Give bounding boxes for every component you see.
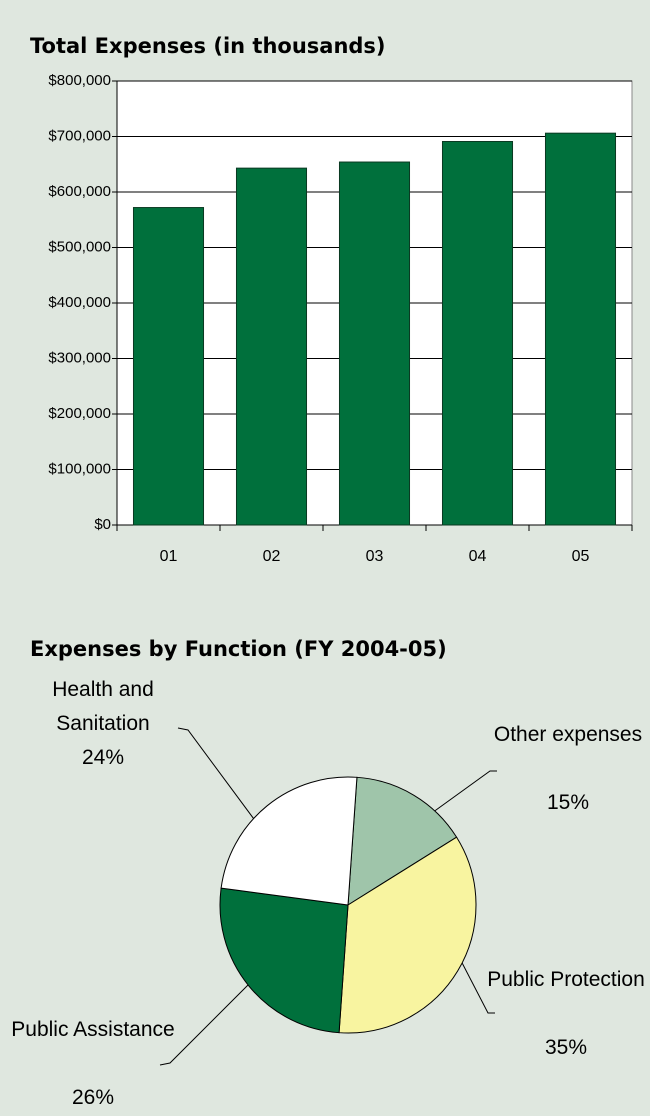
y-tick-label: $600,000 xyxy=(48,183,111,200)
chart-title: Total Expenses (in thousands) xyxy=(30,34,386,58)
slice-value-label: 26% xyxy=(71,1086,115,1109)
bar xyxy=(544,132,617,526)
pie-slice xyxy=(220,776,358,906)
y-tick-label: $800,000 xyxy=(48,72,111,89)
slice-value-label: 24% xyxy=(81,746,125,769)
y-tick-label: $200,000 xyxy=(48,405,111,422)
y-tick-label: $0 xyxy=(94,516,111,533)
bar xyxy=(338,161,411,526)
slice-value-label: 15% xyxy=(546,791,590,814)
bar xyxy=(235,167,308,526)
y-tick-label: $700,000 xyxy=(48,127,111,144)
bar xyxy=(441,140,514,526)
bar xyxy=(132,207,205,526)
pie-slice xyxy=(347,776,458,906)
slice-label: Other expenses xyxy=(493,723,643,746)
y-tick-label: $300,000 xyxy=(48,349,111,366)
y-tick-label: $500,000 xyxy=(48,238,111,255)
leaders xyxy=(159,727,497,1066)
x-tick-label: 01 xyxy=(160,548,178,565)
y-tick-label: $100,000 xyxy=(48,460,111,477)
slice-label: Public Protection xyxy=(487,968,645,991)
y-tick-label: $400,000 xyxy=(48,294,111,311)
x-tick-label: 05 xyxy=(572,548,590,565)
pie-slice xyxy=(338,836,477,1034)
slice-label: Public Assistance xyxy=(11,1018,175,1041)
x-tick-label: 02 xyxy=(263,548,281,565)
x-tick-label: 04 xyxy=(469,548,487,565)
slice-value-label: 35% xyxy=(544,1036,588,1059)
pie-slice xyxy=(219,887,349,1034)
x-tick-label: 03 xyxy=(366,548,384,565)
chart-title: Expenses by Function (FY 2004-05) xyxy=(30,637,447,661)
slice-label: Health and Sanitation xyxy=(52,678,154,735)
